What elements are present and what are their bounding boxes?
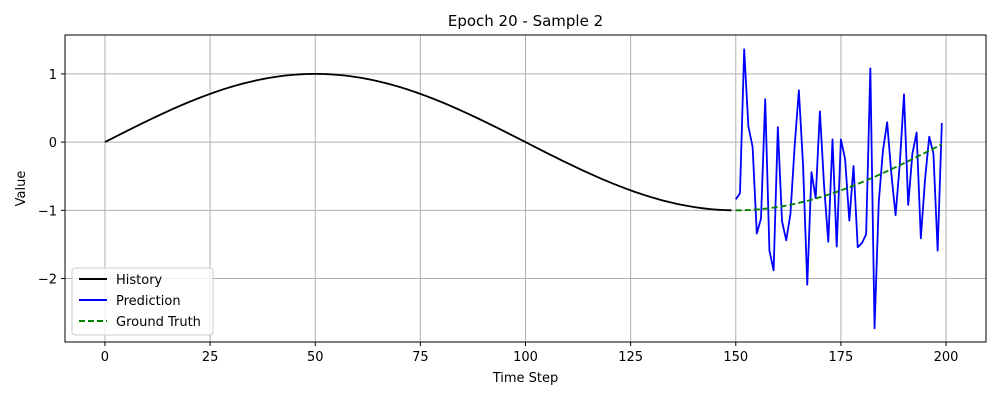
x-tick-label: 100 [513, 350, 538, 365]
legend-label-prediction: Prediction [116, 294, 181, 309]
legend: History Prediction Ground Truth [71, 267, 214, 336]
y-tick-label: 1 [49, 68, 57, 83]
x-tick-label: 50 [307, 350, 324, 365]
y-tick-label: −2 [38, 273, 57, 288]
x-tick-label: 175 [828, 350, 853, 365]
grid [65, 35, 986, 342]
chart-title: Epoch 20 - Sample 2 [448, 12, 603, 30]
series-layer [104, 48, 943, 330]
series-line-history [104, 72, 732, 212]
y-tick-label: −1 [38, 204, 57, 219]
y-tick-label: 0 [49, 136, 57, 151]
x-tick-label: 150 [723, 350, 748, 365]
x-tick-label: 25 [202, 350, 219, 365]
x-tick-label: 0 [101, 350, 109, 365]
y-axis-label: Value [14, 171, 29, 207]
x-tick-label: 75 [412, 350, 429, 365]
x-tick-label: 125 [618, 350, 643, 365]
x-tick-label: 200 [934, 350, 959, 365]
series-line-ground-truth [735, 143, 943, 212]
legend-label-history: History [116, 273, 163, 288]
ticks: 0 25 50 75 100 125 150 175 200 1 0 −1 −2 [38, 68, 959, 365]
series-line-prediction [735, 48, 943, 330]
x-axis-label: Time Step [492, 371, 559, 386]
legend-box [71, 267, 214, 336]
legend-label-ground-truth: Ground Truth [116, 315, 201, 330]
